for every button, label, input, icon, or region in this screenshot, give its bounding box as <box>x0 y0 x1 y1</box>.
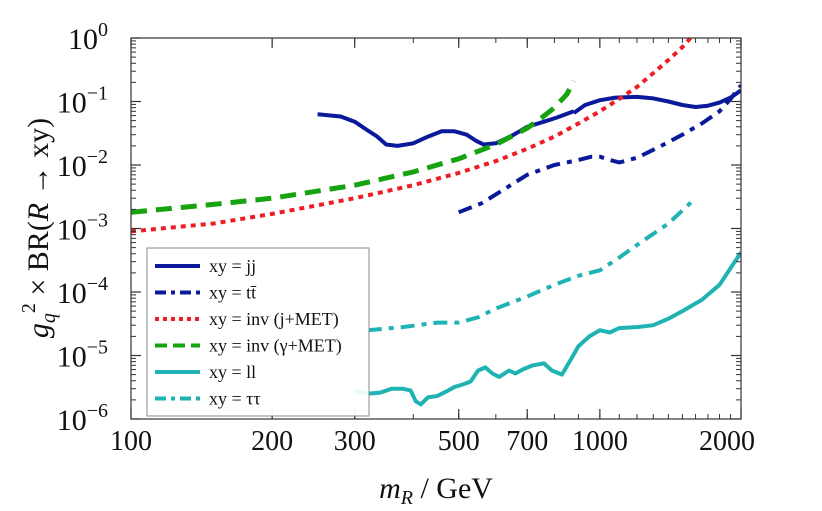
series-line-3 <box>131 38 692 234</box>
legend-label: xy = jj <box>209 256 256 276</box>
series-line-5 <box>354 251 741 407</box>
series-line-1 <box>572 88 741 115</box>
y-tick-label: 10−5 <box>57 337 108 374</box>
legend-label: xy = inv (γ+MET) <box>209 336 342 357</box>
legend: xy = jj xy = tt̄ xy = inv (j+MET) xy = inv … <box>146 247 370 417</box>
x-tick-label: 700 <box>506 426 548 457</box>
series-line-2 <box>457 84 741 215</box>
x-tick-label: 200 <box>251 426 293 457</box>
legend-label: xy = inv (j+MET) <box>209 309 339 330</box>
x-axis-label: mR / GeV <box>379 472 493 509</box>
ticks-layer: 10−6 10−5 10−4 10−3 10−2 10−1 100 100 200 300 500 7… <box>57 19 755 457</box>
x-tick-label: 1000 <box>572 426 628 457</box>
series-line-6 <box>367 196 697 333</box>
x-tick-label: 500 <box>438 426 480 457</box>
series-layer <box>131 38 741 407</box>
y-tick-label: 10−3 <box>57 210 108 247</box>
x-tick-label: 2000 <box>699 426 755 457</box>
x-tick-label: 300 <box>334 426 376 457</box>
y-axis-label: gq2 × BR(R → xy) <box>18 118 60 338</box>
x-tick-label: 100 <box>110 426 152 457</box>
y-tick-label: 10−1 <box>57 83 108 120</box>
y-tick-label: 10−6 <box>57 400 108 437</box>
legend-label: xy = ll <box>209 362 256 382</box>
series-line-4 <box>131 79 577 215</box>
legend-label: xy = tt̄ <box>209 283 257 303</box>
y-tick-label: 10−4 <box>57 273 108 310</box>
legend-label: xy = ττ <box>209 389 261 409</box>
y-tick-label: 10−2 <box>57 146 108 183</box>
legend-box <box>146 247 370 417</box>
y-tick-label: 100 <box>68 19 108 56</box>
series-line-0 <box>317 109 575 148</box>
